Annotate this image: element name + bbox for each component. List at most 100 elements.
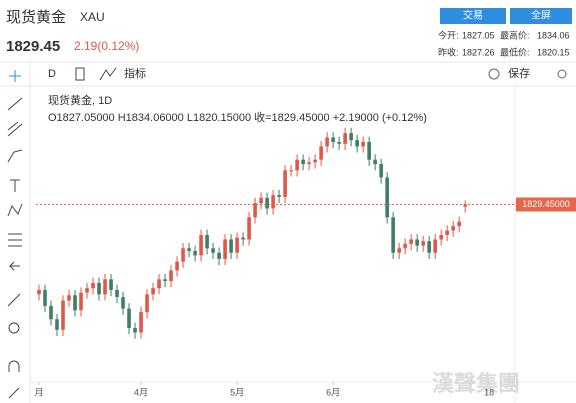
zoom-tool[interactable]: [8, 322, 20, 334]
candle-body: [433, 239, 437, 253]
candle-body: [367, 141, 371, 160]
fullscreen-label[interactable]: 全屏: [531, 9, 551, 22]
title: 现货黄金: [6, 9, 66, 26]
candle-body: [229, 239, 233, 253]
candle-body: [391, 217, 395, 253]
fullscreen-button[interactable]: [510, 8, 572, 24]
chart-type-icon[interactable]: [75, 67, 85, 81]
candle-body: [283, 170, 287, 197]
indicator-icon[interactable]: [99, 67, 117, 81]
candle-body: [223, 239, 227, 259]
candle-body: [313, 159, 317, 163]
candle-body: [343, 133, 347, 144]
symbol: XAU: [80, 10, 105, 24]
candle-body: [127, 308, 131, 329]
back-tool[interactable]: [8, 261, 20, 271]
magnet-tool[interactable]: [8, 360, 20, 372]
candle-body: [187, 248, 191, 251]
x-tick-label: 月: [34, 387, 43, 397]
candle-body: [427, 241, 431, 253]
trade-button[interactable]: [440, 8, 506, 24]
measure-tool[interactable]: [8, 233, 22, 247]
candle-body: [397, 248, 401, 253]
line-tool[interactable]: [7, 97, 23, 111]
candle-body: [181, 248, 185, 262]
watermark: 漢聲集團: [432, 371, 520, 396]
stat-value: 1820.15: [537, 47, 570, 57]
interval[interactable]: D: [48, 68, 56, 80]
candle-body: [265, 197, 269, 209]
candle-body: [115, 289, 119, 298]
candle-body: [421, 241, 425, 246]
indicators[interactable]: 指标: [124, 66, 146, 80]
candle-body: [349, 133, 353, 141]
candle-body: [385, 177, 389, 218]
candle-body: [325, 137, 329, 147]
candle-body: [319, 146, 323, 160]
candle-body: [247, 217, 251, 240]
brush-tool[interactable]: [7, 149, 23, 163]
cloud-icon[interactable]: [488, 68, 500, 80]
stat-label: 最高价:: [500, 29, 530, 40]
candle-body: [97, 282, 101, 295]
fib-tool[interactable]: [7, 121, 23, 137]
candle-body: [61, 300, 65, 330]
candle-body: [163, 279, 167, 282]
candle-body: [91, 282, 95, 289]
candle-body: [235, 237, 239, 253]
candle-body: [205, 235, 209, 249]
trade-label[interactable]: 交易: [463, 9, 483, 22]
candle-body: [55, 319, 59, 330]
candle-body: [415, 239, 419, 246]
candle-body: [289, 170, 293, 172]
candle-body: [151, 288, 155, 295]
candle-body: [175, 261, 179, 271]
last-price-box: [516, 197, 576, 212]
candle-body: [373, 159, 377, 165]
save[interactable]: 保存: [508, 66, 530, 80]
candle-body: [451, 226, 455, 231]
crosshair-tool[interactable]: [9, 70, 21, 82]
x-tick-label: 4月: [134, 387, 148, 397]
price: 1829.45: [6, 38, 60, 55]
candle-body: [199, 235, 203, 256]
settings-icon[interactable]: [557, 69, 567, 79]
pencil-tool[interactable]: [8, 387, 20, 399]
candle-body: [133, 328, 137, 333]
candle-body: [139, 312, 143, 333]
candle-body: [379, 164, 383, 178]
pattern-tool[interactable]: [7, 203, 23, 217]
stat-value: 1827.05: [462, 30, 495, 40]
x-tick-label: 5月: [230, 387, 244, 397]
candle-body: [355, 140, 359, 147]
candle-body: [217, 252, 221, 259]
candle-body: [103, 279, 107, 295]
candle-body: [145, 294, 149, 313]
candle-body: [67, 295, 71, 301]
stat-value: 1827.26: [462, 47, 495, 57]
candle-body: [337, 141, 341, 144]
legend-ohlc: O1827.05000 H1834.06000 L1820.15000 收=18…: [48, 110, 427, 124]
candle-body: [259, 197, 263, 204]
candle-body: [79, 292, 83, 311]
candle-body: [295, 159, 299, 171]
candle-body: [85, 288, 89, 293]
candle-body: [439, 235, 443, 240]
candle-body: [43, 289, 47, 306]
stat-value: 1834.06: [537, 30, 570, 40]
candle-body: [49, 305, 53, 320]
candle-body: [403, 243, 407, 249]
x-tick-label: 6月: [326, 387, 340, 397]
ruler-tool[interactable]: [7, 293, 21, 307]
candle-body: [457, 221, 461, 227]
stat-label: 昨收:: [438, 46, 459, 57]
candle-body: [37, 289, 41, 295]
candle-body: [445, 230, 449, 235]
candle-body: [253, 203, 257, 218]
candle-body: [409, 239, 413, 244]
candle-body: [109, 279, 113, 290]
text-tool[interactable]: [10, 179, 20, 192]
last-price-label: 1829.45000: [522, 199, 570, 209]
